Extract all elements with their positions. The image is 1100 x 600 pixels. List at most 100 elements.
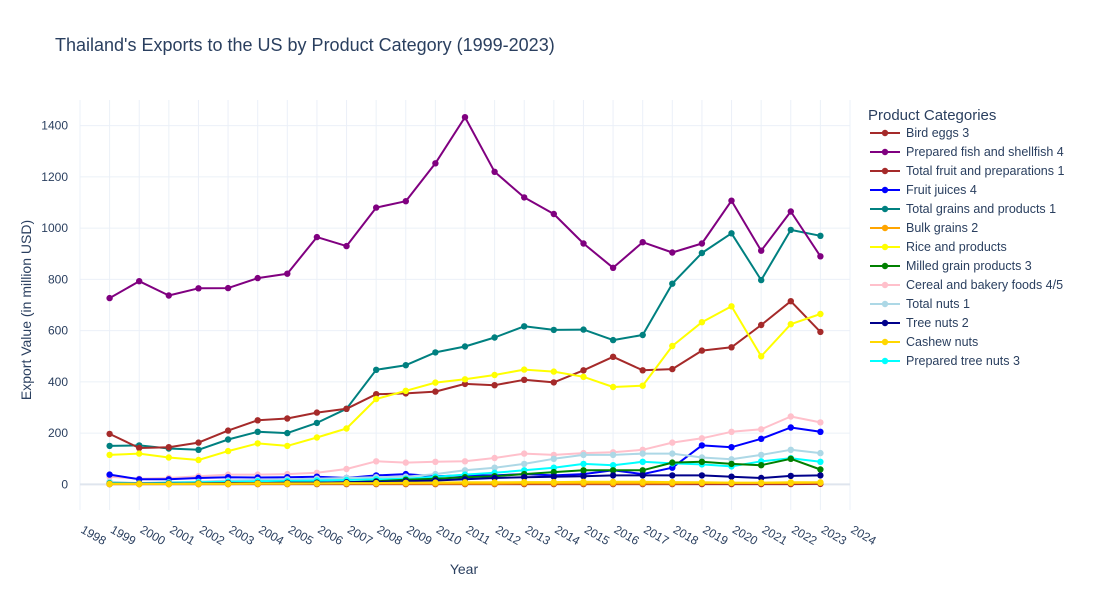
data-point[interactable] — [254, 480, 261, 487]
data-point[interactable] — [343, 425, 350, 432]
data-point[interactable] — [224, 436, 232, 443]
data-point[interactable] — [787, 424, 794, 431]
data-point[interactable] — [639, 239, 646, 246]
data-point[interactable] — [373, 366, 380, 373]
data-point[interactable] — [639, 331, 646, 339]
data-point[interactable] — [609, 383, 617, 391]
data-point[interactable] — [580, 240, 587, 247]
legend-item[interactable]: Prepared tree nuts 3 — [870, 354, 1020, 368]
data-point[interactable] — [669, 342, 676, 350]
data-point[interactable] — [373, 458, 380, 465]
data-point[interactable] — [639, 467, 646, 474]
data-point[interactable] — [817, 458, 824, 465]
data-point[interactable] — [491, 334, 498, 341]
data-point[interactable] — [669, 450, 676, 457]
data-point[interactable] — [402, 459, 409, 466]
series-cashew-nuts[interactable] — [106, 478, 824, 488]
data-point[interactable] — [669, 365, 676, 373]
data-point[interactable] — [817, 449, 824, 457]
data-point[interactable] — [817, 466, 824, 473]
data-point[interactable] — [698, 240, 706, 247]
data-point[interactable] — [728, 303, 735, 310]
data-point[interactable] — [817, 419, 824, 426]
data-point[interactable] — [639, 367, 646, 374]
data-point[interactable] — [609, 353, 617, 360]
data-point[interactable] — [787, 472, 794, 480]
data-point[interactable] — [195, 439, 202, 446]
data-point[interactable] — [639, 472, 646, 479]
legend-item[interactable]: Rice and products — [870, 240, 1007, 254]
data-point[interactable] — [698, 347, 706, 354]
data-point[interactable] — [254, 428, 261, 435]
data-point[interactable] — [698, 458, 706, 465]
data-point[interactable] — [106, 294, 113, 302]
data-point[interactable] — [521, 323, 528, 330]
data-point[interactable] — [491, 168, 498, 175]
legend-item[interactable]: Total grains and products 1 — [870, 202, 1056, 216]
data-point[interactable] — [491, 479, 498, 486]
data-point[interactable] — [254, 274, 261, 282]
data-point[interactable] — [550, 478, 557, 486]
data-point[interactable] — [787, 298, 794, 305]
data-point[interactable] — [698, 249, 706, 257]
data-point[interactable] — [787, 455, 794, 462]
data-point[interactable] — [550, 455, 557, 462]
data-point[interactable] — [550, 468, 557, 476]
data-point[interactable] — [817, 253, 824, 260]
data-point[interactable] — [787, 479, 794, 486]
data-point[interactable] — [669, 439, 676, 446]
data-point[interactable] — [402, 387, 409, 394]
data-point[interactable] — [609, 472, 617, 479]
data-point[interactable] — [224, 284, 232, 292]
data-point[interactable] — [609, 451, 617, 459]
data-point[interactable] — [284, 429, 291, 437]
data-point[interactable] — [728, 479, 735, 486]
data-point[interactable] — [758, 276, 765, 284]
legend-item[interactable]: Cashew nuts — [870, 335, 978, 349]
data-point[interactable] — [698, 442, 706, 449]
data-point[interactable] — [343, 479, 350, 487]
data-point[interactable] — [758, 435, 765, 442]
data-point[interactable] — [728, 197, 735, 204]
data-point[interactable] — [343, 242, 350, 250]
data-point[interactable] — [224, 480, 232, 487]
data-point[interactable] — [106, 480, 113, 488]
data-point[interactable] — [402, 198, 409, 205]
legend-item[interactable]: Total fruit and preparations 1 — [870, 164, 1064, 178]
data-point[interactable] — [461, 114, 469, 121]
data-point[interactable] — [758, 247, 765, 254]
legend-item[interactable]: Cereal and bakery foods 4/5 — [870, 278, 1063, 292]
data-point[interactable] — [787, 446, 794, 453]
data-point[interactable] — [758, 426, 765, 433]
data-point[interactable] — [639, 458, 646, 465]
data-point[interactable] — [580, 473, 587, 480]
data-point[interactable] — [550, 368, 557, 375]
data-point[interactable] — [550, 326, 557, 334]
data-point[interactable] — [728, 428, 735, 435]
data-point[interactable] — [432, 349, 439, 356]
legend-item[interactable]: Total nuts 1 — [870, 297, 970, 311]
data-point[interactable] — [669, 249, 676, 256]
data-point[interactable] — [491, 382, 498, 389]
data-point[interactable] — [106, 442, 113, 450]
data-point[interactable] — [165, 444, 172, 451]
data-point[interactable] — [313, 409, 321, 416]
legend-item[interactable]: Fruit juices 4 — [870, 183, 977, 197]
legend-item[interactable]: Bulk grains 2 — [870, 221, 978, 235]
data-point[interactable] — [817, 310, 824, 318]
data-point[interactable] — [521, 460, 528, 468]
data-point[interactable] — [669, 472, 676, 479]
data-point[interactable] — [284, 415, 291, 422]
data-point[interactable] — [639, 382, 646, 389]
data-point[interactable] — [461, 343, 469, 350]
data-point[interactable] — [432, 160, 439, 167]
data-point[interactable] — [165, 454, 172, 461]
data-point[interactable] — [165, 480, 172, 488]
data-point[interactable] — [639, 478, 646, 485]
legend-item[interactable]: Prepared fish and shellfish 4 — [870, 145, 1064, 159]
data-point[interactable] — [224, 427, 232, 434]
data-point[interactable] — [254, 417, 261, 424]
series-total-fruit-and-preparations-1[interactable] — [106, 298, 824, 452]
data-point[interactable] — [758, 321, 765, 329]
data-point[interactable] — [284, 480, 291, 487]
